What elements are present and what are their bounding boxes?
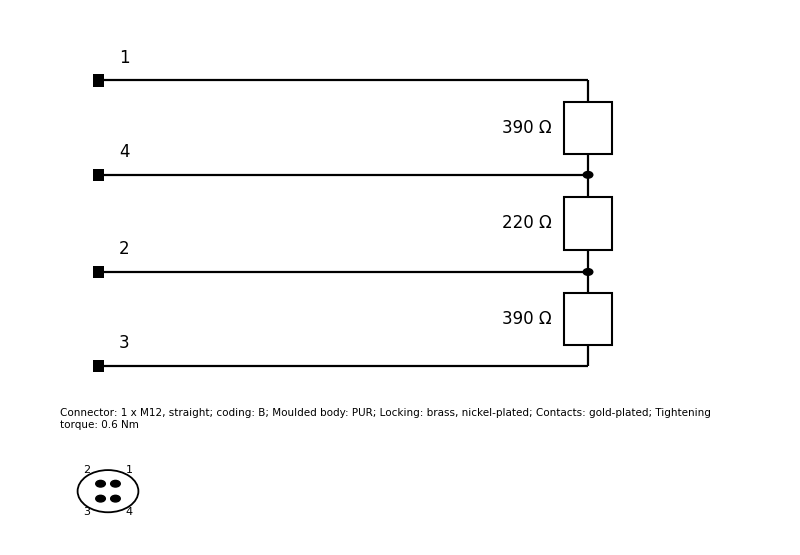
Text: 4: 4 [118, 143, 130, 161]
Bar [93, 266, 104, 278]
Text: 1: 1 [126, 465, 132, 475]
Text: 1: 1 [118, 49, 130, 67]
Text: 2: 2 [83, 465, 90, 475]
Circle shape [96, 481, 106, 487]
Bar [93, 74, 104, 87]
Circle shape [110, 495, 120, 502]
Bar [564, 102, 612, 154]
Circle shape [78, 470, 138, 512]
Text: 390 Ω: 390 Ω [502, 119, 552, 137]
Bar [564, 293, 612, 345]
Circle shape [583, 171, 593, 178]
Circle shape [110, 481, 120, 487]
Text: 220 Ω: 220 Ω [502, 214, 552, 233]
Bar [93, 169, 104, 181]
Text: 390 Ω: 390 Ω [502, 310, 552, 328]
Text: 3: 3 [84, 507, 90, 517]
Circle shape [583, 269, 593, 275]
Circle shape [96, 495, 106, 502]
Bar [93, 360, 104, 372]
Text: Connector: 1 x M12, straight; coding: B; Moulded body: PUR; Locking: brass, nick: Connector: 1 x M12, straight; coding: B;… [60, 408, 711, 430]
Text: 2: 2 [118, 240, 130, 258]
Bar [564, 196, 612, 250]
Text: 4: 4 [126, 507, 133, 517]
Text: 3: 3 [118, 335, 130, 352]
